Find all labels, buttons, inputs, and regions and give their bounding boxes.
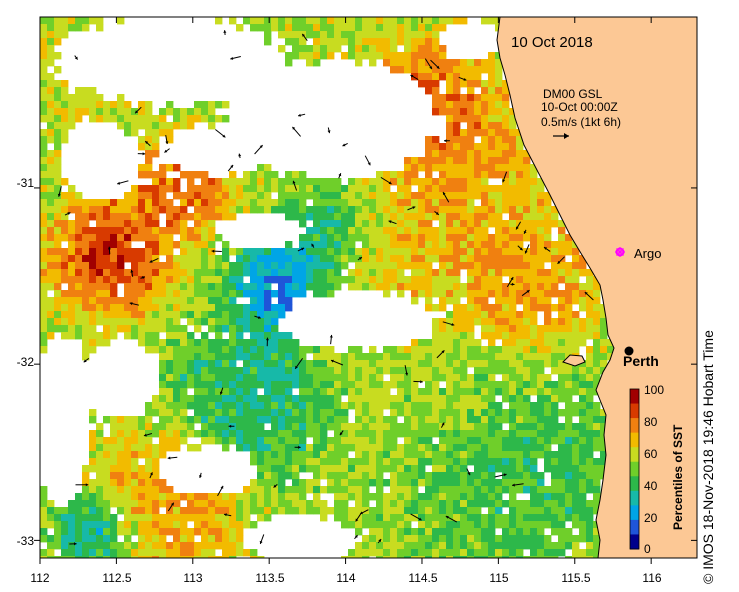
current-vectors [57,30,594,546]
y-tick-label: -33 [17,534,35,548]
x-tick-label: 114 [336,571,355,585]
colorbar-title: Percentiles of SST [671,424,685,530]
rottnest-island [562,354,586,367]
x-tick-label: 112 [30,571,49,585]
colorbar-tick-label: 40 [644,479,658,493]
analysis-time: 10-Oct 00:00Z [541,100,618,114]
colorbar-band [630,447,639,463]
colorbar-band [630,490,639,506]
perth-label: Perth [623,353,659,369]
colorbar-tick-label: 0 [644,542,651,556]
x-tick-label: 113 [183,571,202,585]
x-tick-label: 112.5 [102,571,131,585]
colorbar-band [630,403,639,419]
x-tick-label: 114.5 [408,571,437,585]
colorbar-band [630,476,639,492]
copyright-credit: © IMOS 18-Nov-2018 19:46 Hobart Time [700,330,716,584]
analysis-product: DM00 GSL [543,87,603,101]
colorbar-band [630,505,639,521]
colorbar-tick-label: 80 [644,415,658,429]
vector-scale-label: 0.5m/s (1kt 6h) [541,115,621,129]
argo-marker [615,247,625,257]
colorbar-band [630,418,639,434]
y-tick-label: -32 [17,355,35,369]
sst-colorbar [630,389,639,550]
x-tick-label: 115.5 [561,571,590,585]
colorbar-band [630,461,639,477]
x-tick-label: 115 [489,571,508,585]
vector-scale-arrow [553,133,569,139]
y-tick-label: -31 [17,176,35,190]
colorbar-band [630,432,639,448]
land-mass [496,17,697,558]
axis-ticks [34,17,697,564]
plot-frame [39,16,698,559]
perth-marker [624,346,634,356]
sst-percentile-field [40,17,697,558]
colorbar-band [630,519,639,535]
x-tick-label: 116 [642,571,661,585]
colorbar-tick-label: 20 [644,511,658,525]
colorbar-tick-label: 60 [644,447,658,461]
argo-label: Argo [634,246,661,261]
colorbar-band [630,534,639,550]
colorbar-frame [629,388,640,550]
colorbar-band [630,389,639,405]
colorbar-tick-label: 100 [644,383,664,397]
x-tick-label: 113.5 [255,571,284,585]
date-label: 10 Oct 2018 [511,34,593,51]
